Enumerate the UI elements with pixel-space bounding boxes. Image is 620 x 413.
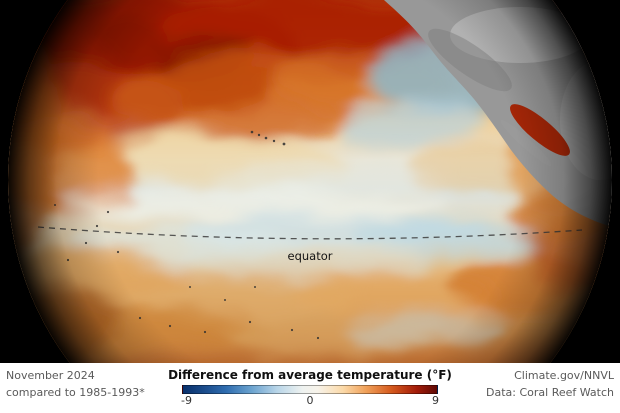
date-label: November 2024 — [6, 369, 95, 382]
legend-title: Difference from average temperature (°F) — [168, 368, 452, 382]
credit-site: Climate.gov/NNVL — [514, 369, 614, 382]
footer-bar: November 2024 compared to 1985-1993* Dif… — [0, 363, 620, 413]
legend-tick-mid: 0 — [306, 394, 314, 407]
legend-tick-max: 9 — [432, 394, 439, 407]
globe-limb-shading — [8, 0, 612, 363]
temperature-legend: Difference from average temperature (°F)… — [168, 368, 452, 413]
legend-ticks: -9 0 9 — [181, 394, 439, 407]
legend-tick-min: -9 — [181, 394, 192, 407]
legend-colorbar — [182, 385, 438, 394]
credits-block: Climate.gov/NNVL Data: Coral Reef Watch — [464, 368, 614, 413]
credit-data: Data: Coral Reef Watch — [486, 385, 614, 399]
globe-map: equator — [8, 0, 612, 363]
baseline-label: compared to 1985-1993* — [6, 385, 145, 399]
date-block: November 2024 compared to 1985-1993* — [6, 368, 156, 413]
